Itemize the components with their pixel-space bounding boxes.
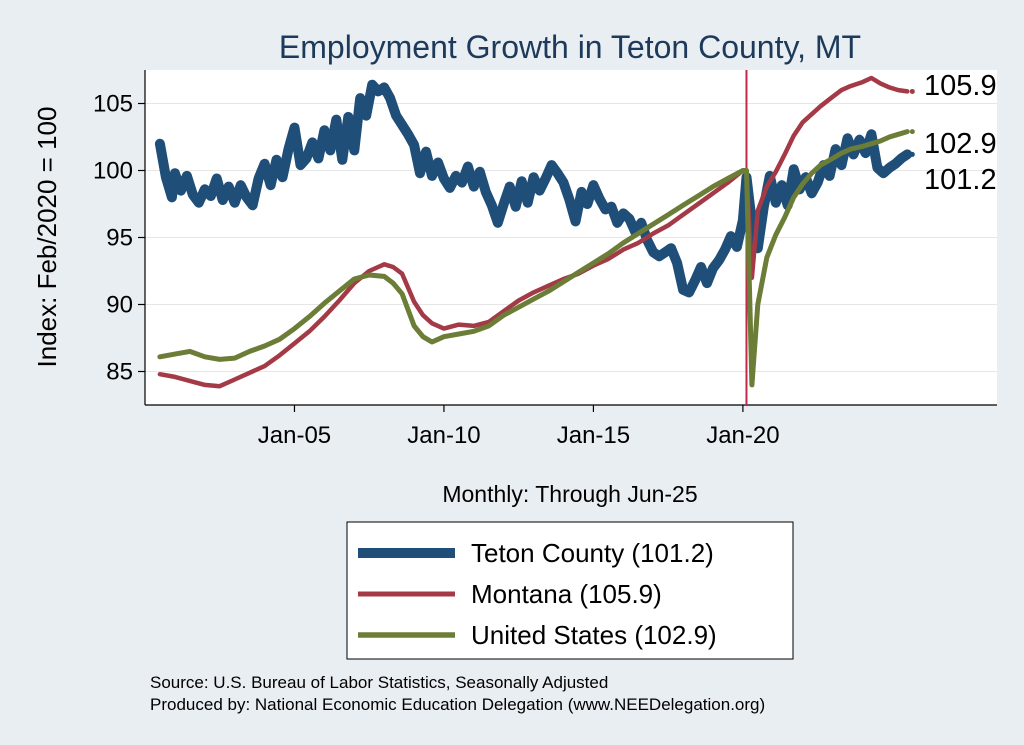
- x-tick-label-Jan-15: Jan-15: [557, 422, 630, 449]
- series-line-2: [157, 129, 910, 388]
- y-tick-label-90: 90: [106, 292, 133, 319]
- x-axis-label: Monthly: Through Jun-25: [442, 481, 697, 507]
- series-end-point-0: [909, 151, 915, 157]
- y-axis-label: Index: Feb/2020 = 100: [32, 107, 62, 368]
- end-label-1: 105.9: [924, 70, 997, 102]
- legend-label-1: Montana (105.9): [471, 579, 662, 609]
- y-tick-label-95: 95: [106, 225, 133, 252]
- legend-items: Teton County (101.2) Montana (105.9) Unite…: [358, 538, 717, 650]
- series-end-point-1: [909, 88, 915, 94]
- series-line-0: [154, 79, 913, 298]
- x-axis: Jan-05 Jan-10 Jan-15 Jan-20: [258, 405, 780, 449]
- legend: Teton County (101.2) Montana (105.9) Unite…: [346, 521, 794, 660]
- end-label-2: 102.9: [924, 128, 997, 160]
- legend-label-2: United States (102.9): [471, 620, 717, 650]
- series-lines: [154, 75, 913, 389]
- y-axis: 85 90 95 100 105: [93, 91, 145, 386]
- series-end-point-2: [909, 129, 915, 135]
- y-tick-label-105: 105: [93, 91, 133, 118]
- legend-label-0: Teton County (101.2): [471, 538, 714, 568]
- y-tick-label-100: 100: [93, 158, 133, 185]
- chart-title: Employment Growth in Teton County, MT: [279, 29, 861, 65]
- producer-note: Produced by: National Economic Education…: [150, 695, 765, 714]
- x-tick-label-Jan-10: Jan-10: [407, 422, 480, 449]
- source-note: Source: U.S. Bureau of Labor Statistics,…: [150, 673, 608, 692]
- x-tick-label-Jan-05: Jan-05: [258, 422, 331, 449]
- x-tick-label-Jan-20: Jan-20: [706, 422, 779, 449]
- end-label-0: 101.2: [924, 164, 997, 196]
- y-tick-label-85: 85: [106, 359, 133, 386]
- end-labels: 101.2 105.9 102.9: [909, 70, 997, 196]
